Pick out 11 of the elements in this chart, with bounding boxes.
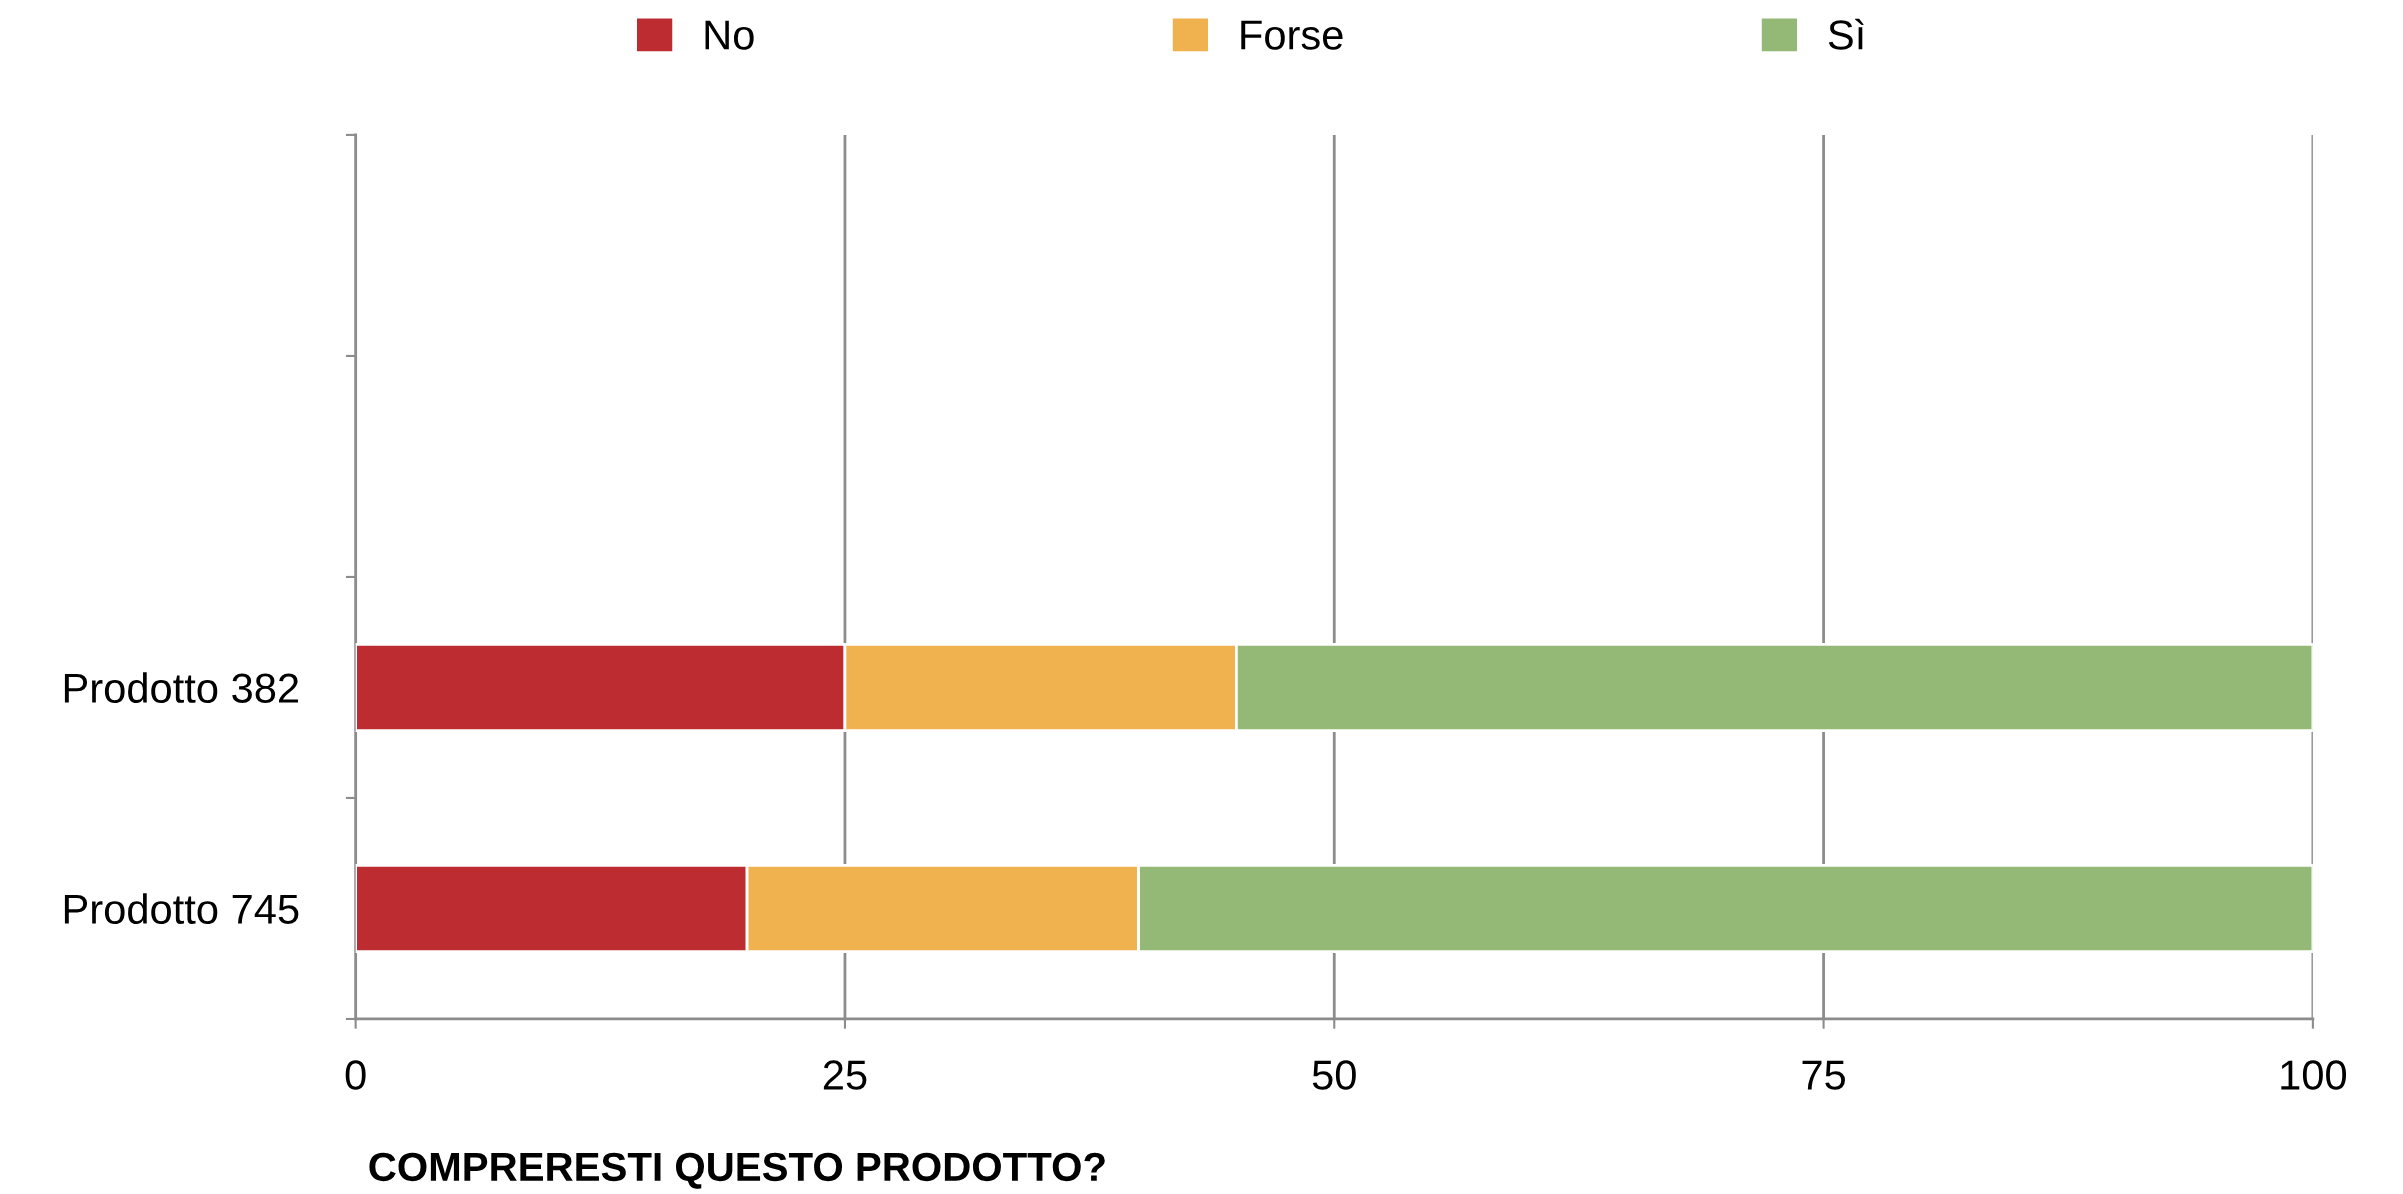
x-tick-label: 50 xyxy=(1312,1060,1356,1090)
x-tick-label: 100 xyxy=(2281,1060,2347,1090)
legend-label: Forse xyxy=(1241,20,1343,50)
x-tick-label: 0 xyxy=(345,1060,366,1090)
x-tick-label: 75 xyxy=(1802,1060,1845,1090)
legend-label: No xyxy=(705,20,754,50)
legend-label: Sì xyxy=(1828,18,1864,50)
x-axis-title: COMPRERESTI QUESTO PRODOTTO? xyxy=(369,1152,1105,1189)
y-tick-label: Prodotto 382 xyxy=(64,672,299,703)
x-tick-label: 25 xyxy=(823,1060,867,1090)
y-tick-label: Prodotto 745 xyxy=(64,893,299,924)
